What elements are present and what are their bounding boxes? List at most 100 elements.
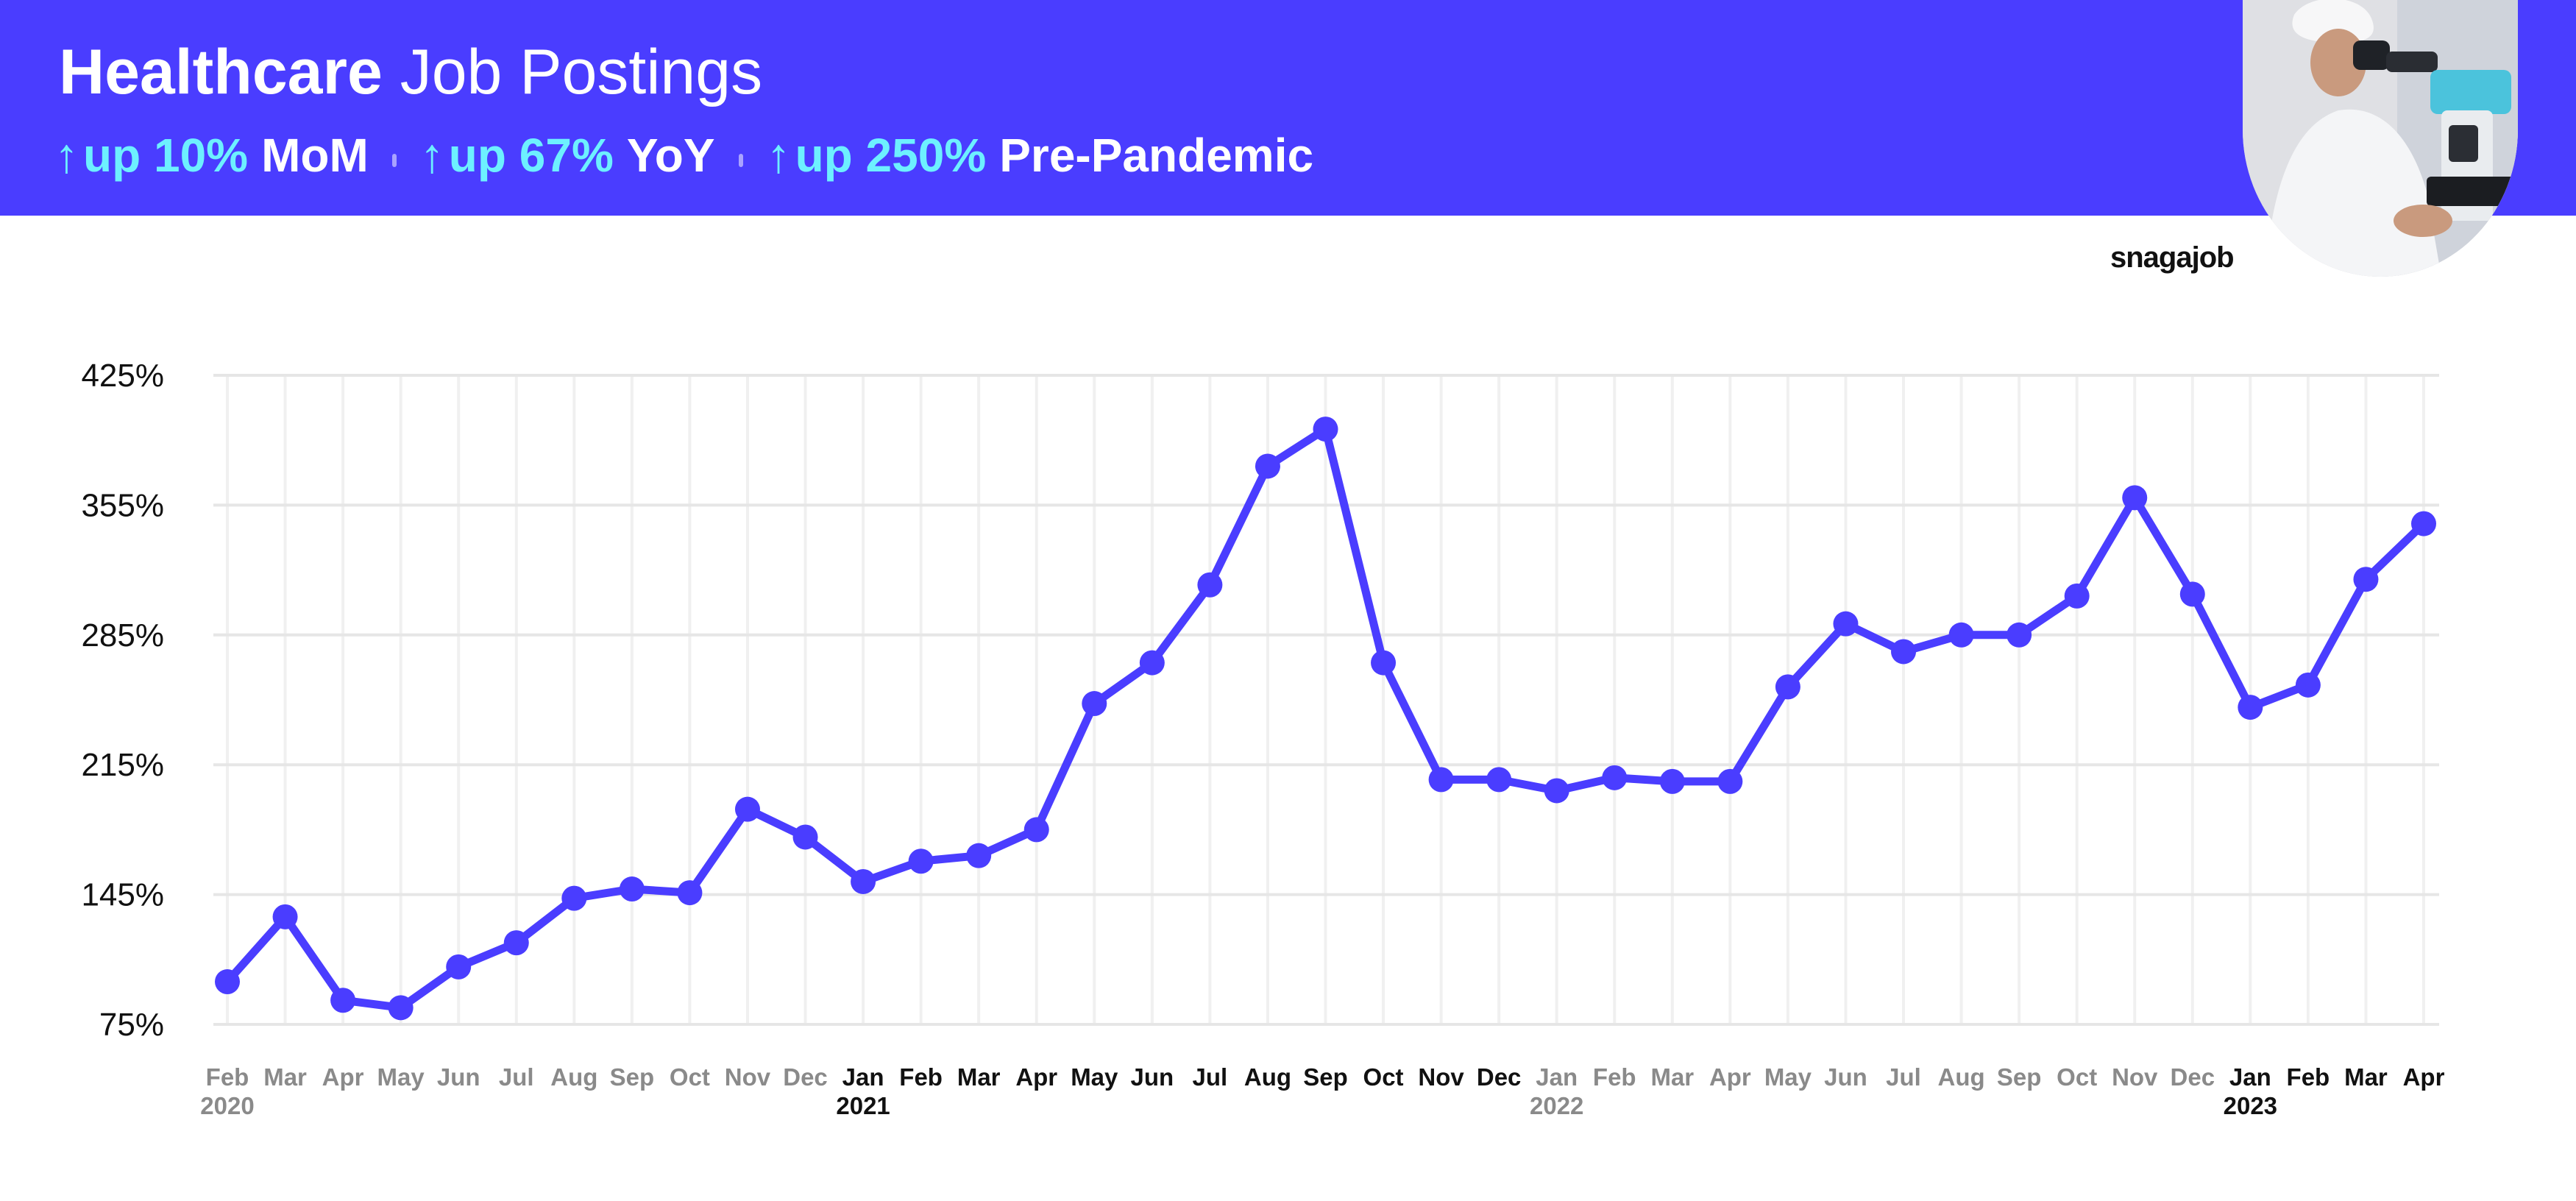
data-point [1833,611,1859,637]
x-tick-label: Apr [322,1063,364,1091]
x-year-label: 2022 [1530,1092,1583,1119]
data-point [503,930,529,956]
x-tick-label: Feb [1593,1063,1636,1091]
y-tick-label: 355% [81,487,164,523]
data-point [1948,622,1974,648]
x-tick-label: Mar [1650,1063,1694,1091]
up-arrow-icon: ↑ [419,128,444,183]
data-point [1139,650,1165,676]
stat-prepandemic-value: up 250% [795,129,987,182]
x-tick-label: Aug [1244,1063,1291,1091]
x-tick-label: Jul [499,1063,534,1091]
data-point [677,880,703,906]
x-tick-label: Apr [1015,1063,1057,1091]
x-tick-label: Sep [1997,1063,2042,1091]
x-tick-label: Mar [957,1063,1001,1091]
vertical-gridlines [226,375,2425,1024]
data-point [1428,767,1454,793]
data-point [215,969,240,995]
y-tick-label: 425% [81,358,164,394]
stat-mom-label: MoM [261,129,369,182]
x-tick-label: Jun [1824,1063,1867,1091]
stat-separator [391,154,397,167]
x-year-label: 2023 [2224,1092,2277,1119]
data-points [215,417,2436,1021]
brand-logo: snagajob [2110,241,2235,274]
data-point [1717,768,1743,794]
up-arrow-icon: ↑ [54,128,79,183]
stat-separator [738,154,743,167]
data-point [2295,672,2321,698]
x-tick-label: Dec [2171,1063,2215,1091]
x-tick-label: Apr [2403,1063,2445,1091]
data-point [561,885,587,911]
x-tick-label: Sep [610,1063,655,1091]
page-title: Healthcare Job Postings [59,35,762,109]
x-tick-label: Nov [1418,1063,1464,1091]
x-tick-label: Feb [899,1063,943,1091]
x-tick-label: Oct [670,1063,710,1091]
x-tick-label: Jan [1536,1063,1578,1091]
stat-yoy-label: YoY [626,129,715,182]
data-point [446,954,472,979]
data-point [2179,581,2205,607]
data-point [1602,765,1628,790]
x-tick-label: Aug [550,1063,597,1091]
data-point [908,849,934,874]
data-point [1486,767,1512,793]
data-point [2006,622,2032,648]
title-bold: Healthcare [59,37,383,107]
data-point [388,995,414,1021]
data-point [1313,417,1338,442]
x-tick-label: May [377,1063,425,1091]
data-point [1544,778,1569,804]
x-tick-label: Sep [1303,1063,1348,1091]
x-tick-label: Oct [2057,1063,2097,1091]
stat-prepandemic-label: Pre-Pandemic [999,129,1314,182]
x-tick-label: Mar [2344,1063,2388,1091]
data-point [1371,650,1397,676]
data-point [851,868,876,894]
data-point [2064,583,2090,609]
x-tick-label: Feb [206,1063,249,1091]
stat-yoy-value: up 67% [448,129,614,182]
x-tick-label: Jan [2229,1063,2271,1091]
y-tick-label: 75% [99,1007,164,1043]
x-year-label: 2020 [200,1092,254,1119]
y-axis: 425% 355% 285% 215% 145% 75% [81,358,164,1043]
data-point [2353,567,2379,592]
data-point [272,904,298,929]
data-point [2238,695,2263,720]
x-tick-label: May [1071,1063,1118,1091]
data-point [1255,453,1280,479]
x-tick-label: Apr [1709,1063,1751,1091]
x-tick-label: Jul [1886,1063,1921,1091]
title-rest: Job Postings [382,37,763,107]
x-year-label: 2021 [836,1092,890,1119]
x-tick-label: Feb [2287,1063,2330,1091]
x-tick-label: Nov [725,1063,771,1091]
photo-illustration [2243,0,2518,277]
x-tick-label: Jan [842,1063,884,1091]
scientist-microscope-photo [2243,0,2518,277]
y-tick-label: 215% [81,747,164,783]
x-tick-label: Oct [1363,1063,1404,1091]
y-tick-label: 145% [81,877,164,913]
stat-mom-value: up 10% [83,129,249,182]
data-point [619,876,645,902]
x-tick-label: Aug [1938,1063,1985,1091]
x-tick-label: Dec [783,1063,828,1091]
data-point [1659,768,1685,794]
data-point [1775,674,1800,700]
data-point [966,843,992,868]
up-arrow-icon: ↑ [766,128,791,183]
y-tick-label: 285% [81,617,164,653]
data-point [1082,691,1107,717]
x-tick-label: Nov [2112,1063,2158,1091]
x-tick-label: Mar [263,1063,307,1091]
data-point [330,988,356,1013]
data-point [1891,639,1917,665]
x-tick-label: May [1764,1063,1812,1091]
